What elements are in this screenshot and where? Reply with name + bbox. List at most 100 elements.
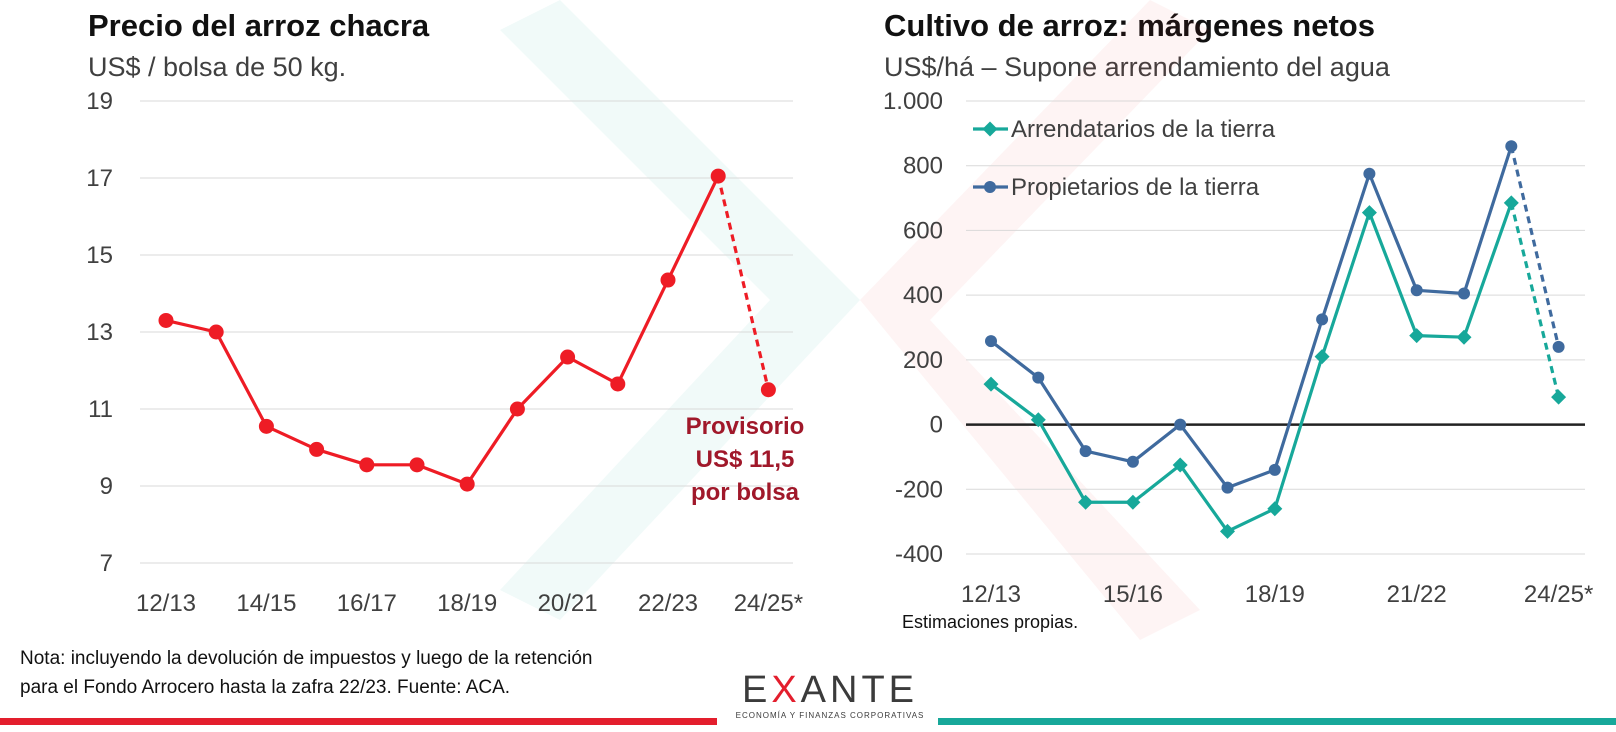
footnote: Nota: incluyendo la devolución de impues…: [20, 644, 592, 702]
margin-series-1-point: [1363, 167, 1376, 180]
price-y-tick-label: 9: [100, 473, 113, 500]
margin-series-1-point: [1458, 287, 1470, 300]
margin-series-0-point: [1267, 501, 1283, 517]
margin-series-0-point: [1551, 389, 1567, 405]
price-series-0-point: [359, 457, 375, 473]
margin-series-0-point: [1220, 523, 1235, 539]
margin-series-0-point: [1409, 328, 1425, 344]
margin-series-0-line: [990, 202, 1513, 533]
price-x-tick-label: 24/25*: [734, 590, 803, 617]
margin-x-tick-label: 15/16: [1103, 581, 1163, 608]
margin-series-0-point: [1361, 205, 1377, 221]
logo-accent: X: [771, 669, 801, 711]
price-x-tick-label: 20/21: [538, 590, 598, 617]
margin-series-1-point: [1316, 313, 1329, 326]
logo-prefix: E: [741, 669, 772, 711]
margin-series-0-point: [1125, 494, 1141, 510]
margin-series-0-point: [1503, 195, 1519, 211]
margin-series-1-point: [1032, 371, 1045, 384]
margin-y-tick-label: -400: [895, 541, 943, 568]
watermark-chevron: [500, 0, 1210, 640]
price-series-0-point: [409, 457, 425, 473]
estimates-note: Estimaciones propias.: [902, 612, 1079, 632]
margin-x-tick-label: 21/22: [1387, 581, 1447, 608]
footnote-line-1: Nota: incluyendo la devolución de impues…: [20, 648, 593, 669]
price-x-tick-label: 16/17: [337, 590, 397, 617]
margin-series-1-point: [1126, 455, 1139, 468]
margin-x-tick-label: 18/19: [1245, 581, 1305, 608]
price-x-tick-label: 22/23: [638, 590, 698, 617]
price-y-tick-label: 15: [86, 242, 113, 269]
price-x-tick-label: 18/19: [437, 590, 497, 617]
margin-series-1-point: [1505, 140, 1518, 153]
price-series-0-point: [760, 382, 776, 398]
margin-y-tick-label: -200: [895, 476, 943, 503]
margin-series-1-point: [1410, 284, 1423, 297]
price-series-0-point: [560, 349, 576, 365]
price-series-0-point: [509, 401, 525, 417]
price-series-0-line: [165, 175, 720, 486]
exante-logo: EXANTE ECONOMÍA Y FINANZAS CORPORATIVAS: [735, 670, 925, 720]
price-y-tick-label: 11: [88, 396, 113, 423]
margin-y-tick-label: 1.000: [883, 88, 943, 115]
margin-series-0-point: [1078, 494, 1094, 510]
margin-series-0-point: [1030, 412, 1046, 428]
margin-y-tick-label: 200: [903, 347, 943, 374]
logo-wordmark: EXANTE: [735, 670, 925, 710]
margin-y-tick-label: 600: [903, 217, 943, 244]
price-series-0-point: [258, 418, 274, 434]
margin-series-1-projection-line: [1509, 145, 1561, 348]
price-series-0-point: [610, 376, 626, 392]
price-series-0-projection-line: [716, 175, 770, 391]
footnote-line-2: para el Fondo Arrocero hasta la zafra 22…: [20, 677, 511, 698]
price-series-0-point: [660, 272, 676, 288]
annotation-line-1: Provisorio: [685, 413, 805, 440]
margin-x-tick-label: 24/25*: [1524, 581, 1593, 608]
price-series-0-point: [208, 324, 224, 340]
price-y-tick-label: 17: [86, 165, 113, 192]
margin-series-1-point: [1174, 418, 1187, 431]
legend-marker-1: [984, 181, 996, 193]
footer-bar-red: [0, 718, 717, 725]
watermark-teal-chevron: [500, 0, 860, 620]
margin-series-1-point: [985, 335, 997, 348]
margin-y-tick-label: 400: [903, 282, 943, 309]
price-series-0-point: [158, 312, 174, 328]
provisional-annotation: Provisorio US$ 11,5 por bolsa: [660, 410, 830, 509]
legend-label-0: Arrendatarios de la tierra: [1011, 116, 1276, 143]
margin-series-0-projection-line: [1509, 202, 1561, 398]
price-y-tick-label: 7: [100, 550, 113, 577]
margin-series-1-point: [1221, 481, 1234, 494]
legend-label-1: Propietarios de la tierra: [1011, 174, 1260, 201]
margin-x-tick-label: 12/13: [961, 581, 1021, 608]
rice-price-chart: 7 9 11 13 15 17 19 12/13 14/15 16/17 18/19 20/21 22/…: [86, 88, 803, 617]
right-chart-title: Cultivo de arroz: márgenes netos: [884, 8, 1375, 43]
margin-series-0-point: [1172, 457, 1188, 473]
right-chart-subtitle: US$/há – Supone arrendamiento del agua: [884, 52, 1390, 82]
margin-y-tick-label: 0: [930, 412, 943, 439]
margin-series-1-point: [1552, 340, 1565, 353]
left-chart-title: Precio del arroz chacra: [88, 8, 430, 43]
margin-series-0-point: [1314, 349, 1330, 365]
net-margins-chart: -400 -200 0 200 400 600 800 1.000 12/13 15/16 18/1…: [883, 88, 1593, 608]
watermark-red-chevron: [860, 0, 1210, 640]
price-series-0-point: [309, 441, 325, 457]
price-x-tick-label: 12/13: [136, 590, 196, 617]
margin-series-1-point: [1079, 445, 1092, 458]
margin-series-1-point: [1268, 463, 1281, 476]
margin-series-0-point: [1456, 329, 1472, 345]
logo-tagline: ECONOMÍA Y FINANZAS CORPORATIVAS: [735, 711, 925, 720]
price-series-0-point: [459, 476, 475, 492]
footer-bar-teal: [938, 718, 1616, 725]
annotation-line-2: US$ 11,5: [695, 446, 795, 473]
price-y-tick-label: 13: [86, 319, 113, 346]
logo-suffix: ANTE: [800, 669, 919, 711]
price-x-tick-label: 14/15: [236, 590, 296, 617]
legend-marker-0: [982, 121, 998, 137]
price-y-tick-label: 19: [86, 88, 113, 115]
margin-y-tick-label: 800: [903, 153, 943, 180]
margin-series-0-point: [983, 376, 999, 392]
annotation-line-3: por bolsa: [690, 479, 799, 506]
price-series-0-point: [710, 168, 726, 184]
